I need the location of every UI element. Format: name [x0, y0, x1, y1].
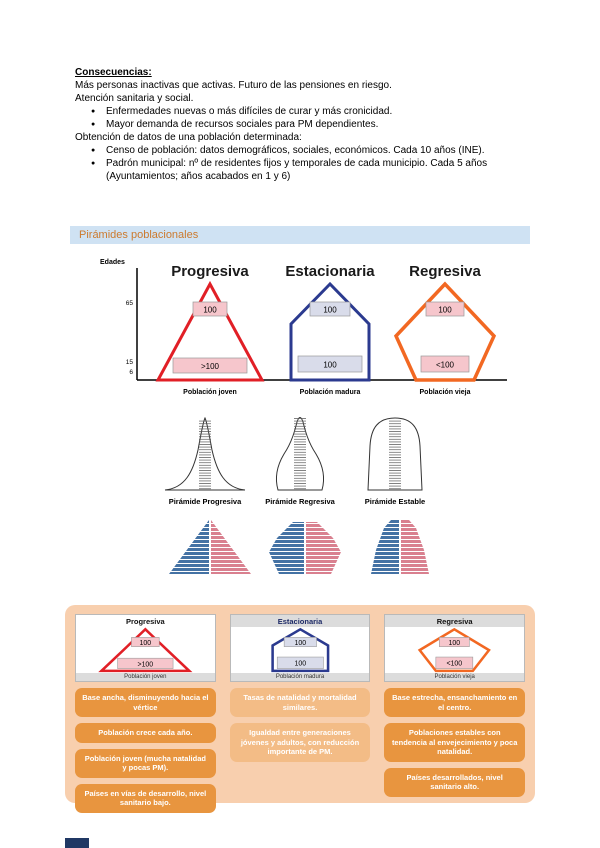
y-tick-65: 65	[126, 300, 134, 307]
summary-column-regresiva: Regresiva 100 <100 Población vieja Base …	[384, 614, 526, 797]
outline-label-progresiva: Pirámide Progresiva	[169, 497, 242, 506]
mini-upper-value: 100	[140, 640, 152, 647]
mini-upper-box	[439, 637, 470, 647]
summary-box: Poblaciones estables con tendencia al en…	[384, 723, 526, 762]
section-title: Pirámides poblacionales	[79, 229, 199, 241]
bullet-item: ● Padrón municipal: nº de residentes fij…	[91, 158, 488, 182]
pyramid-types-svg: Edades 65 15 6 Progresiva 100 >100 Estac…	[100, 259, 507, 396]
bar-pyramid3-left	[371, 520, 399, 574]
summary-box: Población crece cada año.	[75, 723, 216, 743]
mini-lower-value: 100	[294, 661, 306, 668]
outline-progresiva-axis	[199, 419, 211, 490]
regresiva-pentagon	[393, 281, 497, 382]
summary-column-estacionaria: Estacionaria 100 100 Población madura Ta…	[229, 614, 371, 794]
mini-upper-box	[131, 637, 160, 647]
bullet-item: ● Censo de población: datos demográficos…	[91, 145, 485, 156]
bullet-marker: ●	[91, 108, 96, 115]
figure-pyramid-types: Edades 65 15 6 Progresiva 100 >100 Estac…	[95, 252, 515, 404]
x-label-madura: Población madura	[300, 389, 361, 396]
mini-lower-box	[276, 656, 324, 669]
paragraph: Atención sanitaria y social.	[75, 93, 194, 104]
outline-regresiva	[275, 417, 325, 491]
outline-estable-axis	[389, 419, 401, 490]
regresiva-lower-box	[420, 355, 470, 373]
estacionaria-lower-value: 100	[323, 361, 337, 370]
mini-footer: Población madura	[230, 673, 370, 682]
bar-pyramids-svg	[169, 520, 429, 574]
paragraph: Más personas inactivas que activas. Futu…	[75, 80, 392, 91]
pyramid-outlines-svg: Pirámide Progresiva Pirámide Regresiva P…	[164, 416, 425, 506]
outline-label-estable: Pirámide Estable	[365, 497, 425, 506]
summary-box: Tasas de natalidad y mortalidad similare…	[229, 688, 371, 718]
summary-box: Población joven (mucha natalidad y pocas…	[75, 748, 216, 778]
summary-box: Base estrecha, ensanchamiento en el cent…	[384, 688, 526, 718]
progresiva-lower-value: >100	[201, 362, 220, 371]
summary-box: Países desarrollados, nivel sanitario al…	[384, 767, 526, 797]
mini-figure-regresiva: Regresiva 100 <100 Población vieja	[384, 614, 526, 683]
regresiva-upper-value: 100	[438, 306, 452, 315]
x-label-vieja: Población vieja	[420, 389, 471, 396]
mini-title: Progresiva	[76, 615, 215, 627]
mini-title: Regresiva	[385, 615, 525, 627]
mini-title: Estacionaria	[230, 615, 370, 627]
column-title-regresiva: Regresiva	[409, 263, 481, 280]
bullet-item: ● Mayor demanda de recursos sociales par…	[91, 119, 379, 130]
bar-pyramid2-right	[306, 522, 341, 574]
mini-lower-value: >100	[138, 661, 154, 668]
column-title-estacionaria: Estacionaria	[285, 263, 375, 280]
y-tick-6: 6	[129, 369, 133, 376]
mini-lower-box	[117, 657, 174, 669]
mini-progresiva-svg: 100 >100	[98, 627, 193, 673]
bar-pyramid1-right	[211, 520, 251, 574]
column-title-progresiva: Progresiva	[171, 263, 249, 280]
mini-lower-box	[435, 656, 474, 669]
mini-figure-estacionaria: Estacionaria 100 100 Población madura	[229, 614, 371, 683]
mini-footer: Población vieja	[385, 673, 525, 682]
heading-consecuencias: Consecuencias:	[75, 67, 152, 78]
outline-regresiva-axis	[294, 418, 306, 490]
intro-text: Consecuencias: Más personas inactivas qu…	[75, 66, 533, 183]
mini-footer: Población joven	[76, 673, 215, 682]
mini-upper-value: 100	[294, 640, 306, 647]
outline-label-regresiva: Pirámide Regresiva	[265, 497, 335, 506]
figure-pyramid-outlines: Pirámide Progresiva Pirámide Regresiva P…	[160, 412, 440, 510]
next-section-peek	[65, 838, 89, 848]
summary-box: Igualdad entre generaciones jóvenes y ad…	[229, 723, 371, 762]
mini-lower-value: <100	[447, 661, 463, 668]
bullet-marker: ●	[91, 160, 96, 167]
estacionaria-upper-box	[309, 301, 351, 317]
summary-column-progresiva: Progresiva 100 >100 Población joven Base…	[75, 614, 216, 813]
progresiva-triangle	[155, 280, 265, 382]
bullet-marker: ●	[91, 121, 96, 128]
progresiva-upper-box	[192, 301, 228, 317]
progresiva-lower-box	[172, 357, 248, 374]
bullet-item: ● Enfermedades nuevas o más difíciles de…	[91, 106, 393, 117]
estacionaria-lower-box	[297, 355, 363, 373]
mini-figure-progresiva: Progresiva 100 >100 Población joven	[75, 614, 216, 683]
figure-bar-pyramids	[165, 516, 435, 578]
mini-upper-box	[283, 637, 317, 647]
outline-estable	[367, 417, 423, 491]
mini-estacionaria-svg: 100 100	[271, 627, 330, 673]
regresiva-lower-value: <100	[436, 361, 455, 370]
section-header-piramides: Pirámides poblacionales	[70, 226, 530, 244]
bar-pyramid1-left	[169, 520, 209, 574]
bar-pyramid2-left	[269, 522, 304, 574]
y-tick-15: 15	[126, 359, 134, 366]
summary-box: Base ancha, disminuyendo hacia el vértic…	[75, 688, 216, 718]
regresiva-upper-box	[425, 301, 465, 317]
summary-box: Países en vías de desarrollo, nivel sani…	[75, 783, 216, 813]
x-label-joven: Población joven	[183, 389, 237, 396]
estacionaria-upper-value: 100	[323, 306, 337, 315]
bullet-marker: ●	[91, 147, 96, 154]
summary-panel: Progresiva 100 >100 Población joven Base…	[65, 605, 535, 813]
paragraph: Obtención de datos de una población dete…	[75, 132, 302, 143]
outline-progresiva	[164, 416, 246, 491]
mini-upper-value: 100	[449, 640, 461, 647]
y-axis-title: Edades	[100, 259, 125, 266]
progresiva-upper-value: 100	[203, 306, 217, 315]
bar-pyramid3-right	[401, 520, 429, 574]
mini-regresiva-svg: 100 <100	[418, 627, 492, 673]
